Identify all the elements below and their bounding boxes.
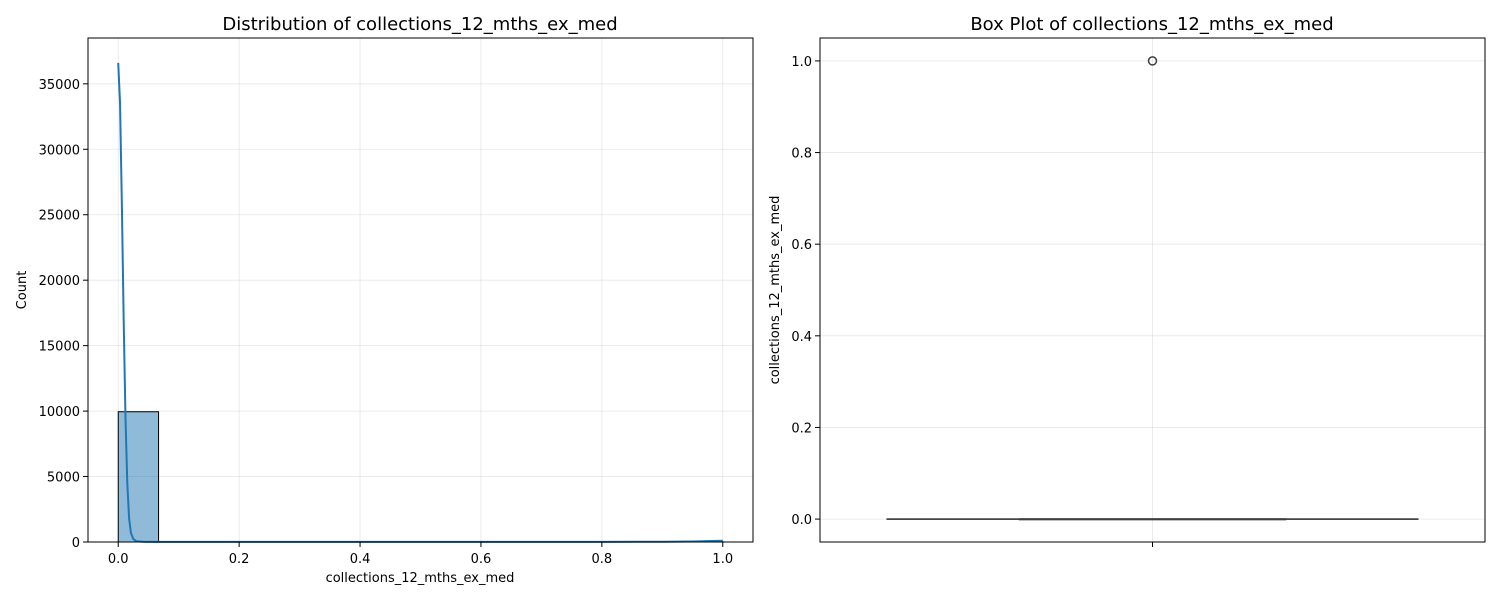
x-tick-label: 1.0	[712, 552, 733, 567]
y-tick-label: 0	[72, 536, 80, 551]
histogram-bar	[117, 411, 160, 543]
histogram-x-ticks: 0.0 0.2 0.4 0.6 0.8 1.0	[108, 542, 733, 567]
outlier-point	[1147, 56, 1158, 66]
histogram-y-label: Count	[15, 271, 30, 310]
y-tick-label: 0.4	[791, 330, 812, 345]
boxplot-box	[886, 518, 1419, 521]
boxplot-outliers	[1147, 56, 1158, 66]
histogram-x-label: collections_12_mths_ex_med	[326, 571, 515, 586]
y-tick-label: 0.2	[791, 421, 812, 436]
histogram-grid	[88, 38, 753, 543]
boxplot-y-ticks: 0.0 0.2 0.4 0.6 0.8 1.0	[791, 55, 820, 528]
histogram-chart: 0.0 0.2 0.4 0.6 0.8 1.0 0 5000 10000 15000 20000 2…	[15, 14, 754, 586]
y-tick-label: 25000	[39, 209, 80, 224]
y-tick-label: 1.0	[791, 55, 812, 70]
x-tick-label: 0.8	[592, 552, 613, 567]
x-tick-label: 0.6	[471, 552, 492, 567]
y-tick-label: 30000	[39, 143, 80, 158]
y-tick-label: 5000	[47, 471, 80, 486]
x-tick-label: 0.2	[229, 552, 250, 567]
boxplot-chart: 0.0 0.2 0.4 0.6 0.8 1.0 Box Plot of collectio…	[768, 14, 1486, 547]
histogram-bars	[117, 411, 724, 543]
y-tick-label: 0.0	[791, 513, 812, 528]
y-tick-label: 15000	[39, 340, 80, 355]
y-tick-label: 0.6	[791, 238, 812, 253]
y-tick-label: 0.8	[791, 147, 812, 162]
boxplot-grid	[820, 38, 1485, 542]
x-tick-label: 0.0	[108, 552, 129, 567]
y-tick-label: 10000	[39, 405, 80, 420]
histogram-y-ticks: 0 5000 10000 15000 20000 25000 30000 35000	[39, 78, 88, 551]
kde-line	[117, 62, 723, 543]
y-tick-label: 35000	[39, 78, 80, 93]
y-tick-label: 20000	[39, 274, 80, 289]
histogram-title: Distribution of collections_12_mths_ex_m…	[222, 14, 617, 35]
x-tick-label: 0.4	[350, 552, 371, 567]
boxplot-y-label: collections_12_mths_ex_med	[768, 196, 783, 385]
histogram-frame	[87, 37, 754, 543]
boxplot-title: Box Plot of collections_12_mths_ex_med	[970, 14, 1333, 35]
